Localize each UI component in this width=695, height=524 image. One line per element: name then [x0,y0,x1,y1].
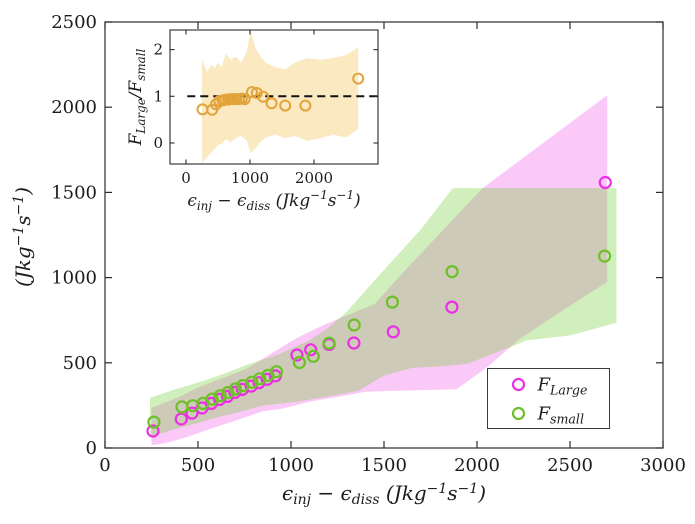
inset-ratio-point [250,87,263,99]
flarge-data-point [174,412,188,426]
fsmall-data-point [245,375,259,389]
legend-marker-fsmall [511,406,526,421]
inset-x-tick-label: 1000 [231,169,269,187]
inset-ratio-point [210,98,222,111]
fsmall-data-point [147,415,161,429]
inset-y-axis-label: FLarge/Fsmall [126,48,148,146]
flarge-data-point [146,424,160,438]
fsmall-data-point [322,336,336,350]
fsmall-data-point [306,349,320,363]
y-axis-label: (Jkg−1s−1) [11,187,35,287]
y-tick-label: 500 [63,353,97,374]
flarge-uncertainty-band [151,95,608,446]
flarge-data-point [185,406,199,420]
inset-plot-area [187,30,378,163]
y-tick-label: 1500 [51,182,97,203]
x-tick-label: 500 [181,455,215,476]
inset-axes-frame [169,29,379,165]
fsmall-data-point [445,265,459,279]
flarge-data-point [304,343,318,357]
inset-x-axis-label: ϵinj − ϵdiss (Jkg−1s−1) [187,188,360,213]
main-plot-area [146,95,617,446]
legend-label-flarge: FLarge [537,375,588,398]
x-tick-label: 0 [99,455,110,476]
inset-ratio-point [257,90,270,103]
y-tick-label: 2000 [51,97,97,118]
legend-label-fsmall: Fsmall [537,404,584,427]
fsmall-data-point [205,392,219,406]
y-tick-label: 1000 [51,268,97,289]
flarge-data-point [347,336,361,350]
y-tick-label: 2500 [51,12,97,33]
x-axis-label: ϵinj − ϵdiss (Jkg−1s−1) [282,481,486,508]
flarge-data-point [290,348,304,362]
inset-y-tick-label: 1 [153,87,163,105]
inset-x-tick-label: 2000 [295,169,333,187]
flarge-data-point [445,300,459,314]
fsmall-data-point [597,249,612,263]
x-tick-label: 1500 [361,455,407,476]
inset-ratio-point [238,93,251,106]
legend-box: FLarge Fsmall [487,368,610,429]
inset-y-tick-label: 2 [153,41,163,59]
x-tick-label: 2000 [454,455,500,476]
inset-ratio-point [279,99,292,112]
inset-y-tick-label: 0 [153,134,163,152]
flarge-data-point [386,325,400,339]
fsmall-data-point [228,382,242,396]
fsmall-data-point [213,389,227,403]
inset-ratio-point [299,99,312,112]
x-tick-label: 1000 [268,455,314,476]
legend-frame [487,368,610,429]
y-tick-label: 0 [86,438,97,459]
fsmall-data-point [221,386,235,400]
fsmall-data-point [385,295,399,309]
inset-ratio-point [265,97,278,110]
flarge-data-point [598,175,612,190]
fsmall-data-point [269,365,284,379]
x-tick-label: 2500 [547,455,593,476]
fsmall-data-point [292,355,306,370]
inset-ratio-point [246,86,258,99]
inset-x-tick-label: 0 [181,169,191,187]
inset-ratio-point [352,72,365,85]
fsmall-data-point [347,318,361,332]
x-tick-label: 3000 [640,455,686,476]
legend-marker-flarge [511,377,526,392]
